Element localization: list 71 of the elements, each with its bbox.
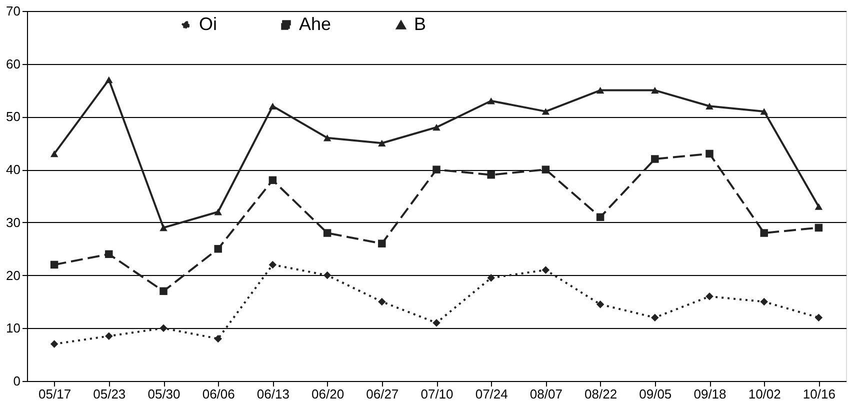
point xyxy=(542,166,550,174)
point xyxy=(323,271,332,280)
x-tick-label: 08/22 xyxy=(584,386,618,402)
point xyxy=(651,86,659,94)
y-tick-label: 60 xyxy=(6,56,20,72)
point xyxy=(323,229,332,237)
y-tick-label: 70 xyxy=(6,4,20,18)
point xyxy=(487,98,495,104)
point xyxy=(596,86,604,94)
point xyxy=(50,340,58,348)
x-tick-label: 06/06 xyxy=(202,386,235,402)
point xyxy=(706,150,714,158)
point xyxy=(268,176,277,184)
point xyxy=(160,324,168,332)
point xyxy=(487,274,495,282)
point xyxy=(542,108,550,115)
x-tick-label: 06/13 xyxy=(256,386,290,402)
point xyxy=(214,244,222,253)
point xyxy=(268,102,277,110)
x-tick-label: 05/23 xyxy=(93,386,126,402)
y-tick-label: 20 xyxy=(6,268,20,283)
point xyxy=(323,134,332,142)
point xyxy=(50,260,58,269)
point xyxy=(814,314,823,322)
x-tick-label: 06/27 xyxy=(366,386,399,402)
point xyxy=(432,318,440,327)
point xyxy=(160,287,168,296)
x-tick-label: 07/10 xyxy=(420,386,454,402)
y-tick-label: 0 xyxy=(13,374,20,388)
point xyxy=(432,124,440,131)
x-tick-label: 10/02 xyxy=(748,386,781,402)
point xyxy=(814,224,823,232)
point xyxy=(268,260,277,269)
y-tick-label: 10 xyxy=(6,320,20,336)
x-tick-label: 06/20 xyxy=(312,386,344,402)
point xyxy=(50,150,58,158)
legend-label: Oi xyxy=(199,14,217,34)
point xyxy=(651,314,659,322)
x-tick-label: 09/18 xyxy=(694,386,726,402)
point xyxy=(542,266,550,274)
x-tick-label: 08/07 xyxy=(530,386,562,402)
x-tick-label: 07/24 xyxy=(475,386,508,402)
y-tick-label: 40 xyxy=(6,162,20,178)
point xyxy=(378,140,386,146)
x-tick-label: 05/30 xyxy=(148,386,180,402)
y-tick-label: 50 xyxy=(6,109,20,124)
y-tick-label: 30 xyxy=(6,214,20,230)
point xyxy=(814,203,823,210)
point xyxy=(760,108,768,115)
point xyxy=(378,240,386,248)
x-tick-label: 09/05 xyxy=(639,386,672,402)
point xyxy=(214,208,222,216)
x-tick-label: 05/17 xyxy=(38,386,72,402)
point xyxy=(214,334,222,343)
point xyxy=(105,76,113,84)
point xyxy=(706,102,714,110)
point xyxy=(432,166,440,174)
legend-label: Ahe xyxy=(299,14,332,34)
point xyxy=(105,250,113,258)
x-tick-label: 10/16 xyxy=(802,386,836,402)
point xyxy=(160,224,168,232)
point xyxy=(706,292,714,300)
point xyxy=(760,298,768,306)
point xyxy=(487,170,495,179)
legend-label: B xyxy=(414,14,426,34)
point xyxy=(651,155,659,163)
point xyxy=(596,300,604,308)
point xyxy=(596,213,604,222)
point xyxy=(378,298,386,306)
point xyxy=(105,332,113,340)
point xyxy=(760,229,768,237)
